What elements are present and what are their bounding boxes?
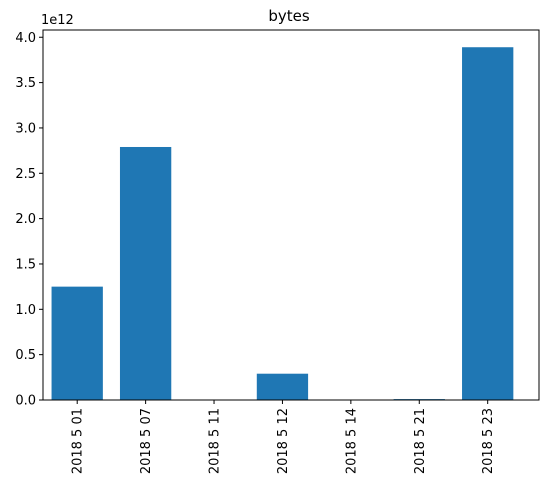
y-axis-multiplier: 1e12 [41,13,74,28]
bars-group [52,47,514,400]
y-tick-label-1: 0.0 [15,394,36,409]
y-tick-label-6: 2.5 [15,167,36,182]
y-tick-label-9: 4.0 [15,31,36,46]
x-tick-label-5: 2018 5 14 [344,408,359,474]
bar-1 [52,287,103,400]
x-axis: 2018 5 01 2018 5 07 2018 5 11 2018 5 12 2018… [71,400,496,474]
x-tick-label-3: 2018 5 11 [208,408,223,474]
x-tick-label-1: 2018 5 01 [71,408,86,474]
bar-2 [120,147,171,400]
x-tick-label-7: 2018 5 23 [481,408,496,474]
y-tick-label-8: 3.5 [15,76,36,91]
y-tick-label-4: 1.5 [15,257,36,272]
x-tick-label-2: 2018 5 07 [139,408,154,474]
y-axis: 0.0 0.5 1.0 1.5 2.0 2.5 3.0 3.5 4.0 [15,31,43,409]
x-tick-label-6: 2018 5 21 [413,408,428,474]
bar-7 [462,47,513,400]
y-tick-label-5: 2.0 [15,212,36,227]
bar-4 [257,374,308,400]
x-tick-label-4: 2018 5 12 [276,408,291,474]
y-tick-label-3: 1.0 [15,303,36,318]
chart-title: bytes [268,7,310,25]
y-tick-label-2: 0.5 [15,348,36,363]
y-tick-label-7: 3.0 [15,121,36,136]
